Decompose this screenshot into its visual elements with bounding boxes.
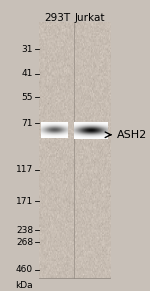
Text: 31: 31 [22,45,33,54]
Text: 238: 238 [16,226,33,235]
Text: 460: 460 [16,265,33,274]
Text: 171: 171 [16,197,33,206]
Text: kDa: kDa [15,281,33,290]
Text: ASH2: ASH2 [116,130,147,140]
Text: 117: 117 [16,165,33,174]
Text: Jurkat: Jurkat [75,13,105,23]
Text: 55: 55 [22,93,33,102]
Text: 293T: 293T [44,13,70,23]
Bar [39,23,110,278]
Text: 71: 71 [22,119,33,128]
Text: 268: 268 [16,237,33,246]
Text: 41: 41 [22,70,33,78]
